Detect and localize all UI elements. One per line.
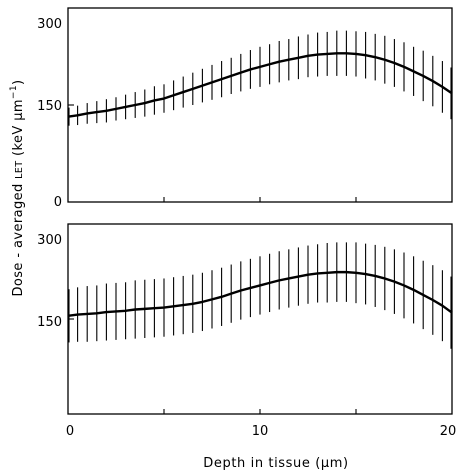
bottom-panel-mean-curve [67,270,453,318]
y-axis-label-sup: −1 [9,85,19,99]
y-axis-label-let: LET [14,160,25,178]
top-ytick-label-300: 300 [37,17,62,32]
xtick-label-20: 20 [440,424,456,439]
y-axis-label: Dose - averaged LET (keV μm−1) [9,79,26,296]
top-panel [67,30,453,202]
x-axis-label: Depth in tissue (μm) [203,456,348,471]
y-axis-label-unit: (keV μm [11,99,26,160]
y-axis-label-main: Dose - averaged [11,179,26,297]
bottom-panel [67,242,453,414]
bottom-ytick-label-150: 150 [37,315,62,330]
top-ytick-label-0: 0 [54,195,62,210]
y-axis-label-close: ) [11,79,26,84]
bottom-ytick-label-300: 300 [37,233,62,248]
top-ytick-label-150: 150 [37,99,62,114]
top-panel-mean-curve [67,52,453,118]
xtick-label-0: 0 [66,424,74,439]
xtick-label-10: 10 [252,424,269,439]
